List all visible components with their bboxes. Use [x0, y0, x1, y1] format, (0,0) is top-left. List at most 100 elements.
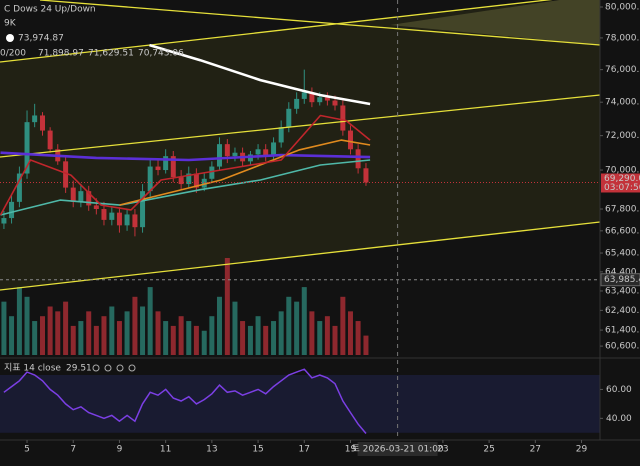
candle-body	[70, 187, 76, 202]
volume-bar	[255, 316, 261, 355]
rsi-tick-label: 60.00	[606, 385, 632, 395]
volume-bar	[155, 311, 161, 355]
y-tick-label: 80,000.00	[605, 3, 640, 13]
candle-body	[278, 127, 284, 143]
y-tick-label: 72,000.00	[605, 131, 640, 141]
candle-body	[155, 166, 161, 171]
candle-body	[9, 201, 15, 219]
volume-bar	[147, 287, 153, 355]
countdown: 03:07:50	[604, 183, 640, 193]
axes: 80,000.00 78,000.00 76,000.00 74,000.00 72,0…	[24, 3, 640, 456]
moving-average	[149, 43, 371, 106]
rsi-title: 지표 14 close	[4, 363, 61, 374]
candle-body	[93, 205, 99, 210]
volume-bar	[324, 316, 330, 355]
overlay	[0, 0, 600, 440]
candle-body	[170, 156, 176, 178]
channel-fill	[0, 0, 600, 290]
y-tick-label: 65,400.00	[605, 249, 640, 259]
series-icon	[6, 34, 14, 42]
candle-body	[347, 130, 353, 150]
volume-bar	[201, 330, 207, 355]
candle-body	[255, 149, 261, 155]
volume-bar	[16, 287, 22, 355]
candle-body	[101, 209, 107, 220]
volume-bar	[309, 311, 315, 355]
wedge-fill	[390, 0, 600, 45]
x-tick-label: 25	[483, 445, 494, 455]
trend-line	[0, 0, 553, 63]
moving-average	[0, 151, 371, 162]
y-tick-label: 67,800.00	[605, 205, 640, 215]
plot-area	[0, 69, 600, 433]
y-tick-label: 60,600.00	[605, 342, 640, 352]
ma-value: 70,743.06	[138, 49, 184, 59]
volume-bar	[224, 258, 230, 355]
chart-title: C Dows 24 Up/Down	[4, 5, 96, 15]
trend-line	[0, 221, 601, 291]
volume-bar	[32, 321, 38, 355]
volume-bar	[101, 316, 107, 355]
y-tick-label: 62,400.00	[605, 306, 640, 316]
volume-bar	[93, 325, 99, 355]
last-price-label: 69,290.00	[604, 174, 640, 184]
rsi-band	[0, 375, 600, 433]
x-tick-label: 23	[437, 445, 448, 455]
candle-body	[47, 130, 53, 150]
price-axis-bg	[600, 0, 640, 466]
y-tick-label: 74,000.00	[605, 98, 640, 108]
cursor-box	[357, 442, 438, 456]
y-tick-label: 76,000.00	[605, 65, 640, 75]
volume-bar	[363, 335, 369, 355]
candle-body	[263, 149, 269, 157]
y-tick-label: 66,600.00	[605, 226, 640, 236]
candle-body	[124, 214, 130, 226]
candle-body	[363, 168, 369, 183]
volume-bar	[40, 316, 46, 355]
chart-subtitle: 9K	[4, 19, 17, 29]
x-tick-label: 7	[70, 445, 76, 455]
candle-body	[116, 212, 122, 226]
candle-body	[317, 97, 323, 103]
candle-body	[132, 214, 138, 228]
volume-bar	[132, 296, 138, 355]
cursor-label: 토 2026-03-21 01:00	[351, 445, 444, 455]
x-tick-label: 13	[206, 445, 217, 455]
candle-body	[309, 92, 315, 103]
x-tick-label: 11	[160, 445, 171, 455]
x-tick-label: 9	[117, 445, 123, 455]
candle-body	[63, 161, 69, 188]
candle-body	[332, 100, 338, 106]
x-tick-label: 29	[576, 445, 588, 455]
pane-icons	[92, 364, 136, 372]
volume-bar	[55, 311, 61, 355]
x-tick-label: 5	[24, 445, 30, 455]
candle-body	[24, 122, 30, 174]
volume-bar	[240, 321, 246, 355]
candle-body	[193, 173, 199, 188]
candle-body	[271, 142, 277, 157]
volume-bar	[116, 321, 122, 355]
volume-bar	[140, 306, 146, 355]
candle-body	[216, 144, 222, 167]
candle-body	[355, 149, 361, 169]
volume-bar	[1, 301, 7, 355]
candle-body	[340, 105, 346, 131]
candle-body	[209, 166, 215, 179]
volume-bar	[232, 301, 238, 355]
candle-body	[301, 92, 307, 99]
candle-body	[32, 115, 38, 123]
moving-average	[0, 159, 371, 216]
ma-label: 0/200	[0, 49, 26, 59]
volume-bar	[247, 325, 253, 355]
candle-body	[1, 218, 7, 224]
y-tick-label: 64,400.00	[605, 267, 640, 277]
volume-bar	[124, 311, 130, 355]
x-tick-label: 27	[530, 445, 541, 455]
last-price-box	[601, 173, 640, 193]
volume-bar	[78, 321, 84, 355]
ma-value: 73,974.87	[18, 34, 64, 44]
moving-average	[0, 114, 371, 216]
moving-average	[119, 139, 371, 206]
